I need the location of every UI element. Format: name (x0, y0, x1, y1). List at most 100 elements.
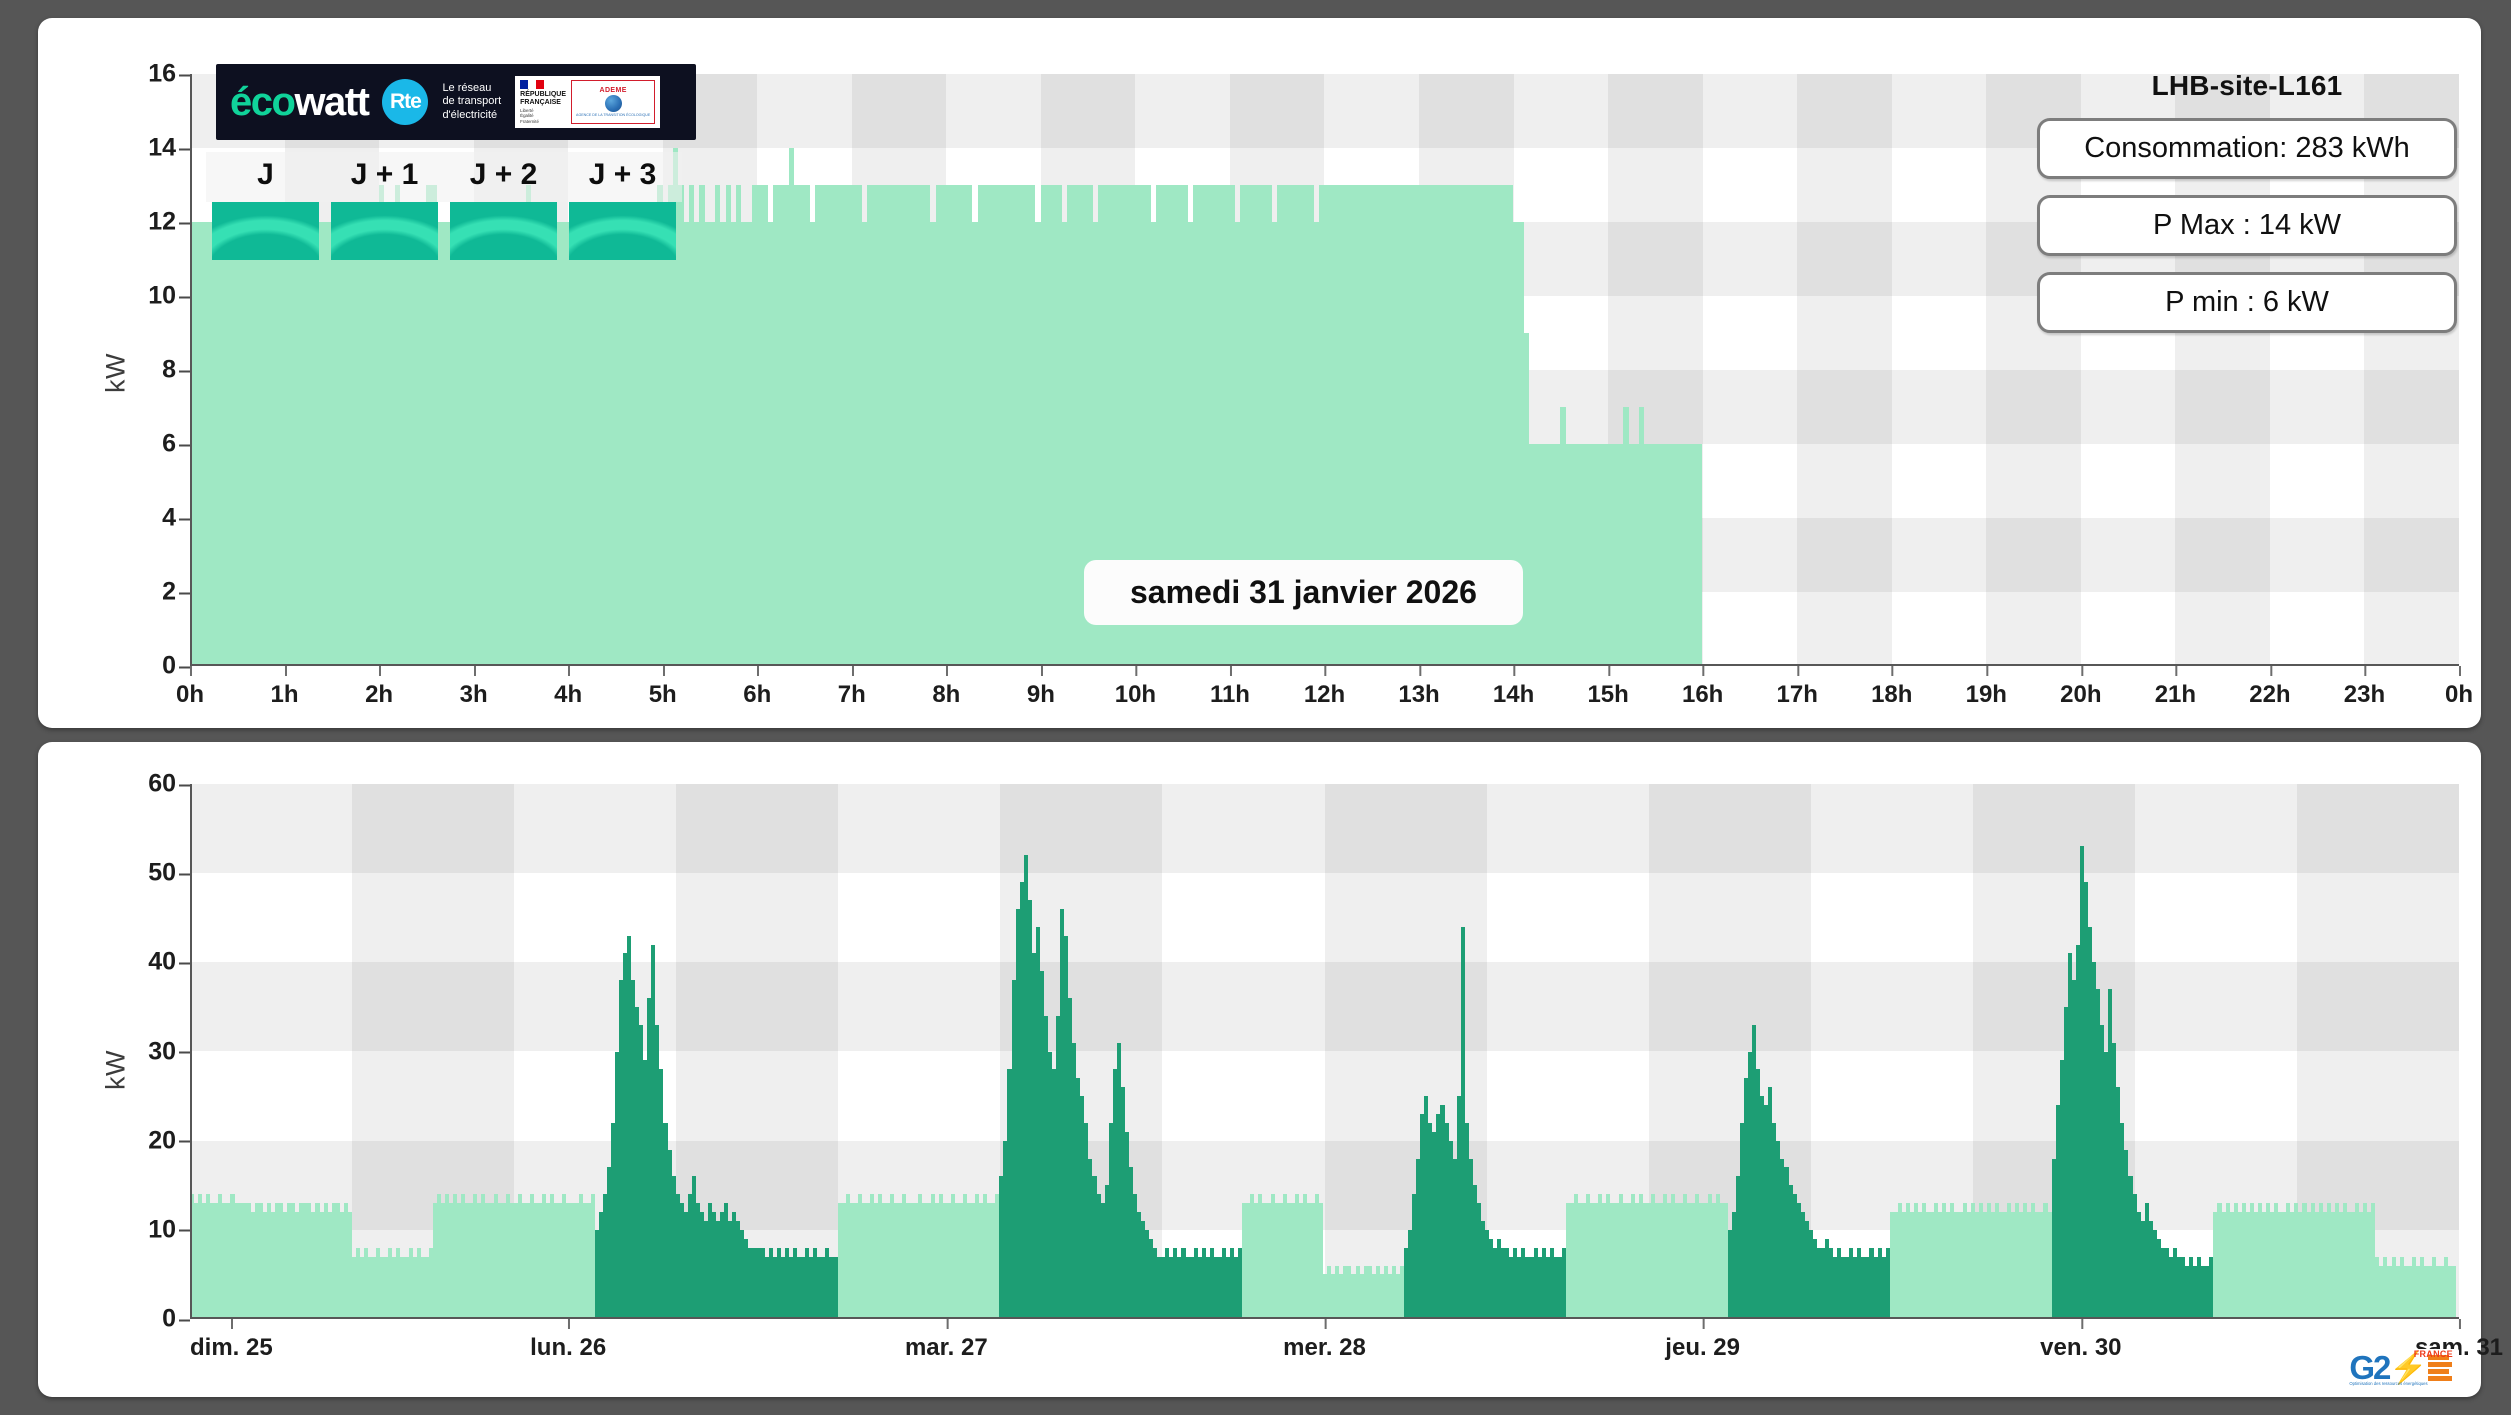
bar (1691, 1203, 1696, 1319)
bar (376, 1247, 381, 1319)
bar (1497, 185, 1503, 666)
bar (2144, 1203, 2149, 1319)
bar (1359, 1274, 1364, 1319)
bar (788, 1256, 793, 1319)
bar (525, 1203, 530, 1319)
x-tick-label: 5h (649, 666, 677, 709)
bar (646, 222, 652, 666)
rte-tagline: Le réseau de transport d'électricité (442, 82, 501, 122)
republique-francaise-logo: RÉPUBLIQUE FRANÇAISE Liberté Égalité Frat… (515, 75, 661, 129)
bar (730, 222, 736, 666)
daily-chart-panel: kW 0 2 4 6 8 10 12 14 16 0h 1h 2h 3h 4h 5h 6h 7h 8h 9h 10h… (38, 18, 2481, 728)
bar (1820, 1247, 1825, 1319)
bar (1056, 185, 1062, 666)
bar (396, 1247, 401, 1319)
bar (1292, 185, 1298, 666)
bar (1909, 1212, 1914, 1319)
bar (919, 185, 925, 666)
bar (2104, 1051, 2109, 1319)
bar (1602, 444, 1608, 666)
bar (1031, 953, 1036, 1319)
bar (715, 185, 721, 666)
bar (1804, 1220, 1809, 1319)
bar (1946, 1212, 1951, 1319)
bar (457, 1203, 462, 1319)
bar (1209, 1247, 1214, 1319)
bar (1039, 971, 1044, 1319)
bar (557, 222, 563, 666)
day-tab-1[interactable]: J + 1 (325, 152, 444, 260)
bar (1023, 855, 1028, 1319)
day-tab-3[interactable]: J + 3 (563, 152, 682, 260)
bar (725, 185, 731, 666)
bar (1468, 1158, 1473, 1319)
bar (1665, 444, 1671, 666)
bar (1132, 1194, 1137, 1319)
bar (214, 1203, 219, 1319)
bar (1456, 1096, 1461, 1319)
bar (364, 1247, 369, 1319)
bar (1784, 1167, 1789, 1319)
bar (2108, 989, 2113, 1319)
bar (1375, 1265, 1380, 1319)
ademe-subtitle: AGENCE DE LA TRANSITION ÉCOLOGIQUE (576, 112, 651, 117)
bar (1412, 1194, 1417, 1319)
bar (1098, 185, 1104, 666)
bar (979, 1203, 984, 1319)
g2e-tagline: Optimisation des ressources énergétiques (2349, 1381, 2428, 1386)
bar (410, 222, 416, 666)
bar (2217, 1203, 2222, 1319)
bar (2136, 1212, 2141, 1319)
bar (1644, 444, 1650, 666)
ademe-wordmark: ADEME (599, 86, 627, 94)
bar (230, 1194, 235, 1319)
bar (2185, 1265, 2190, 1319)
x-tick-label: 16h (1682, 666, 1723, 709)
bar (2262, 1212, 2267, 1319)
bar (238, 1203, 243, 1319)
bar (1124, 185, 1130, 666)
bar (804, 185, 810, 666)
bar (1586, 1194, 1591, 1319)
bar (1816, 1247, 1821, 1319)
bar (274, 222, 280, 666)
bar (424, 1256, 429, 1319)
bar (829, 1256, 834, 1319)
bar (509, 1203, 514, 1319)
bar (898, 185, 904, 666)
bar (1549, 1247, 1554, 1319)
bar (643, 1060, 648, 1319)
bar (1448, 1140, 1453, 1319)
bar (954, 1203, 959, 1319)
bar (1594, 1203, 1599, 1319)
day-tab-0[interactable]: J (206, 152, 325, 260)
bar (1877, 1247, 1882, 1319)
bar (956, 185, 962, 666)
bar (432, 1203, 437, 1319)
daily-summary-stack: LHB-site-L161 Consommation: 283 kWh P Ma… (2037, 70, 2457, 333)
bar (2294, 1203, 2299, 1319)
bar (1788, 1185, 1793, 1319)
bar (2197, 1256, 2202, 1319)
bar (972, 222, 978, 666)
bar (1607, 444, 1613, 666)
bar (1254, 1203, 1259, 1319)
bar (222, 1203, 227, 1319)
bar (817, 1256, 822, 1319)
page-title: LHB-site-L161 (2151, 70, 2343, 101)
bar (631, 980, 636, 1319)
bar (1274, 1203, 1279, 1319)
bar (363, 222, 369, 666)
bar (1432, 1131, 1437, 1319)
bar (400, 1256, 405, 1319)
bar (938, 1194, 943, 1319)
day-tab-2[interactable]: J + 2 (444, 152, 563, 260)
bar (1528, 444, 1534, 666)
bar (1381, 185, 1387, 666)
bar (757, 185, 763, 666)
bar (287, 1203, 292, 1319)
bar (1633, 444, 1639, 666)
bar (614, 1051, 619, 1319)
bar (2448, 1265, 2453, 1319)
